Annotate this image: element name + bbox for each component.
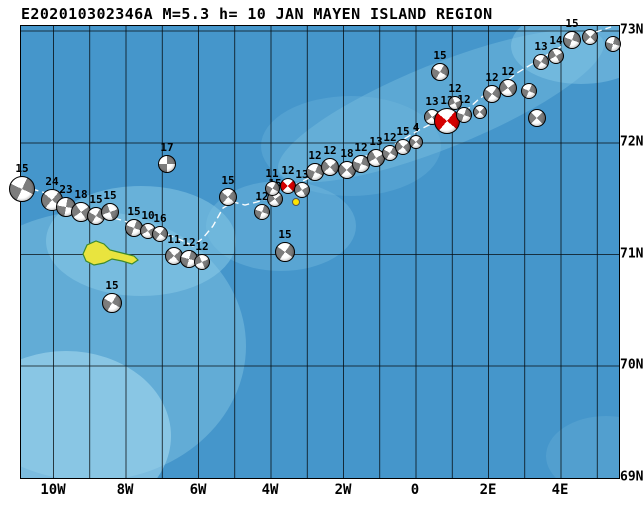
map-frame bbox=[20, 25, 620, 479]
lon-label: 0 bbox=[410, 482, 420, 498]
lat-label: 73N bbox=[620, 22, 644, 38]
lon-label: 4E bbox=[551, 482, 569, 498]
lon-label: 8W bbox=[116, 482, 134, 498]
jan-mayen-island bbox=[82, 240, 139, 266]
lon-label: 6W bbox=[189, 482, 207, 498]
basemap-svg bbox=[21, 26, 619, 478]
map-title: E202010302346A M=5.3 h= 10 JAN MAYEN ISL… bbox=[21, 5, 493, 23]
graticule bbox=[21, 26, 619, 478]
lat-label: 69N bbox=[620, 469, 644, 485]
lon-label: 2W bbox=[334, 482, 352, 498]
lon-label: 2E bbox=[479, 482, 497, 498]
lon-label: 4W bbox=[261, 482, 279, 498]
lat-label: 71N bbox=[620, 246, 644, 262]
bathymetry-shading bbox=[21, 26, 619, 478]
lon-label: 10W bbox=[40, 482, 66, 498]
lat-label: 72N bbox=[620, 134, 644, 150]
lat-label: 70N bbox=[620, 357, 644, 373]
